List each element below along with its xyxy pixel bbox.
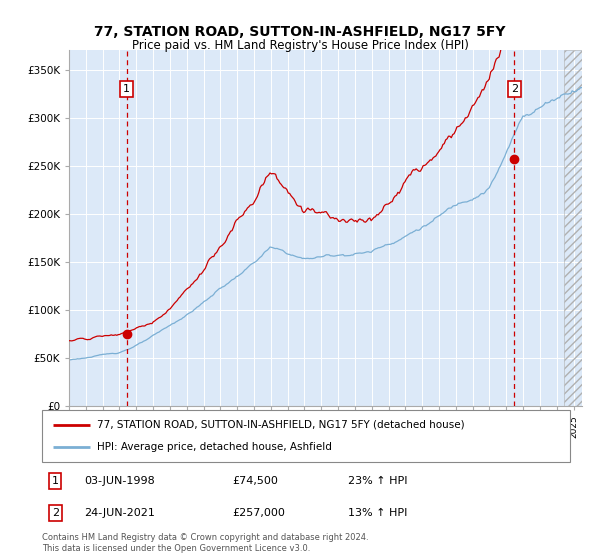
Text: 13% ↑ HPI: 13% ↑ HPI bbox=[348, 508, 407, 518]
Text: 2: 2 bbox=[52, 508, 59, 518]
Text: Price paid vs. HM Land Registry's House Price Index (HPI): Price paid vs. HM Land Registry's House … bbox=[131, 39, 469, 52]
FancyBboxPatch shape bbox=[42, 410, 570, 462]
Text: Contains HM Land Registry data © Crown copyright and database right 2024.
This d: Contains HM Land Registry data © Crown c… bbox=[42, 533, 368, 553]
Text: 2: 2 bbox=[511, 84, 518, 94]
Text: 1: 1 bbox=[52, 476, 59, 486]
Text: 77, STATION ROAD, SUTTON-IN-ASHFIELD, NG17 5FY: 77, STATION ROAD, SUTTON-IN-ASHFIELD, NG… bbox=[94, 25, 506, 39]
Text: HPI: Average price, detached house, Ashfield: HPI: Average price, detached house, Ashf… bbox=[97, 442, 332, 452]
Text: 24-JUN-2021: 24-JUN-2021 bbox=[84, 508, 155, 518]
Text: 1: 1 bbox=[123, 84, 130, 94]
Text: £257,000: £257,000 bbox=[232, 508, 285, 518]
Text: 77, STATION ROAD, SUTTON-IN-ASHFIELD, NG17 5FY (detached house): 77, STATION ROAD, SUTTON-IN-ASHFIELD, NG… bbox=[97, 419, 465, 430]
Text: 03-JUN-1998: 03-JUN-1998 bbox=[84, 476, 155, 486]
Text: 23% ↑ HPI: 23% ↑ HPI bbox=[348, 476, 408, 486]
Text: £74,500: £74,500 bbox=[232, 476, 278, 486]
